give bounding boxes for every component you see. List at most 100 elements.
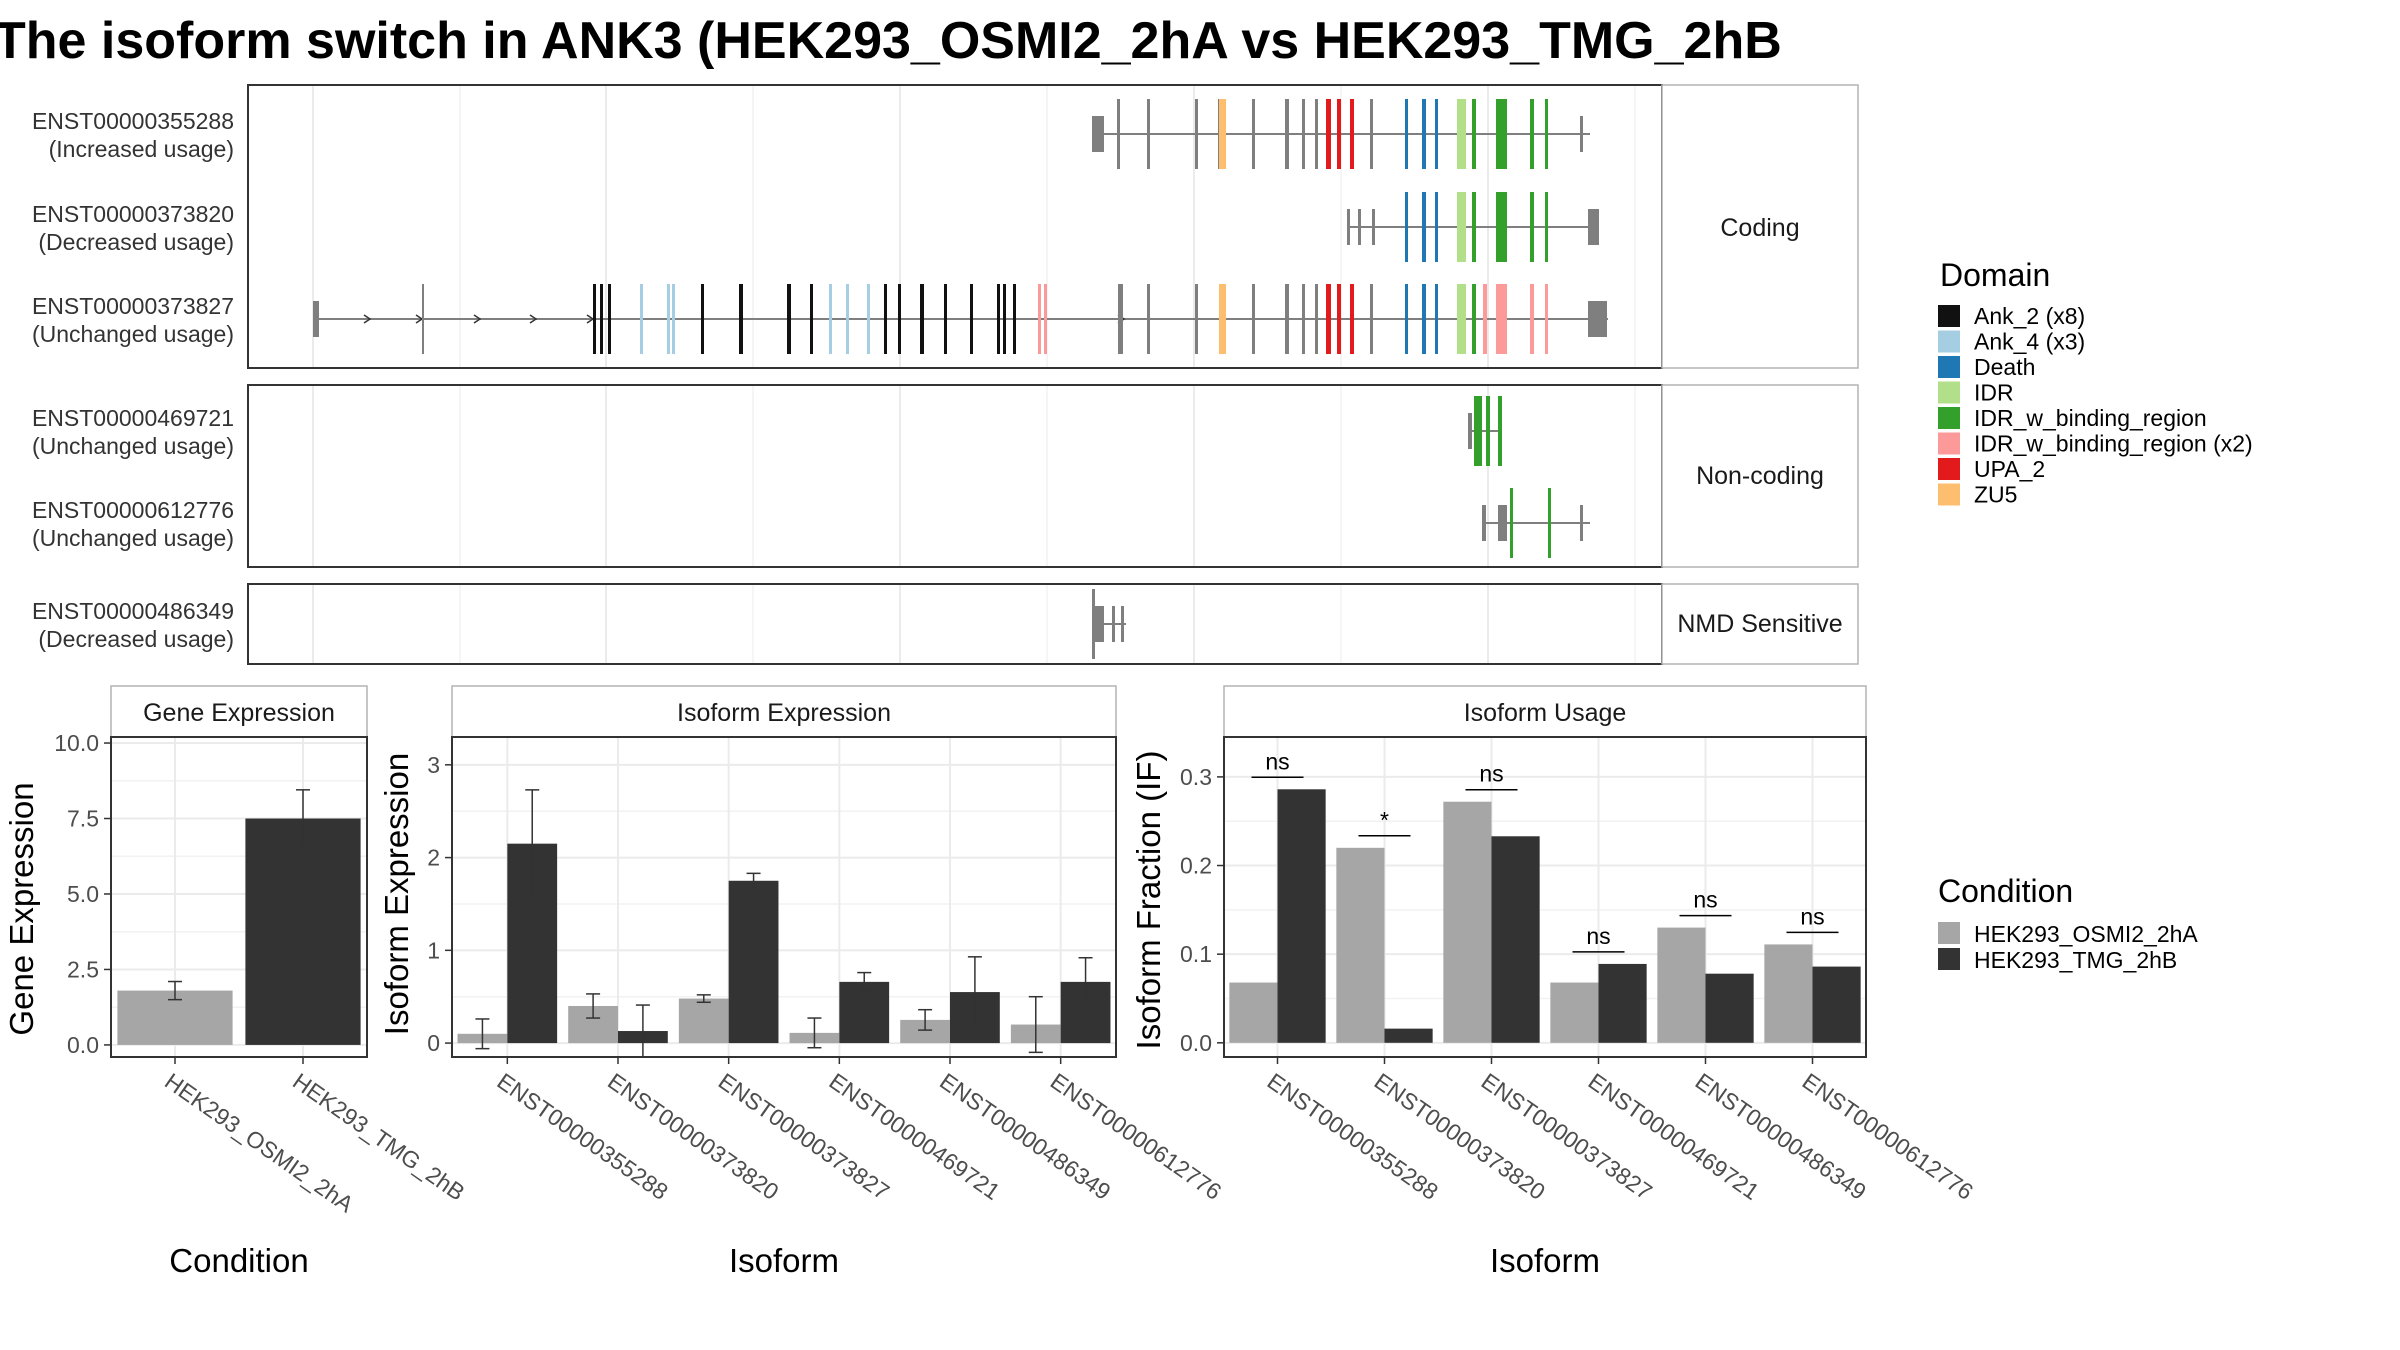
exon <box>787 284 791 354</box>
exon <box>1195 284 1198 354</box>
exon <box>1092 589 1095 659</box>
exon <box>1147 99 1150 169</box>
exon <box>1038 284 1041 354</box>
y-tick-label: 0.1 <box>1180 941 1212 967</box>
coding-strip <box>1661 84 1859 369</box>
y-tick-label: 7.5 <box>67 806 99 832</box>
bar <box>1229 982 1278 1043</box>
y-tick-label: 5.0 <box>67 881 99 907</box>
exon <box>1472 284 1476 354</box>
y-tick-label: 3 <box>427 752 440 778</box>
bar <box>1598 963 1647 1043</box>
panel-border <box>451 736 1117 1058</box>
panel-border <box>1223 736 1867 1058</box>
exon <box>1112 606 1115 642</box>
exon <box>1468 413 1472 449</box>
exon <box>593 284 596 354</box>
exon <box>1044 284 1047 354</box>
exon <box>1326 99 1331 169</box>
exon <box>1118 284 1123 354</box>
exon <box>1435 192 1438 262</box>
strand-arrow <box>529 314 538 324</box>
x-tick-label: ENST00000486349 <box>1691 1068 1871 1205</box>
bar <box>1705 973 1754 1043</box>
domain-legend-label: Ank_2 (x8) <box>1974 303 2085 329</box>
exon <box>1302 99 1305 169</box>
exon <box>1482 505 1486 541</box>
exon <box>1422 284 1426 354</box>
exon <box>1498 396 1502 466</box>
exon <box>1372 209 1375 245</box>
bar <box>678 998 729 1044</box>
x-tick-label: ENST00000612776 <box>1798 1068 1978 1205</box>
exon <box>1457 284 1466 354</box>
transcript-id-label: ENST00000373827 <box>32 293 234 319</box>
condition-legend: Condition HEK293_OSMI2_2hA HEK293_TMG_2h… <box>1938 873 2198 973</box>
exon <box>898 284 901 354</box>
exon <box>1483 284 1487 354</box>
exon <box>1252 99 1255 169</box>
gene-expression-strip-label: Gene Expression <box>143 699 335 727</box>
exon <box>846 284 849 354</box>
exon <box>1350 284 1354 354</box>
exon <box>313 301 319 337</box>
exon <box>739 284 743 354</box>
domain-legend-label: IDR <box>1974 380 2014 406</box>
significance-label: ns <box>1479 761 1503 787</box>
noncoding-panel <box>247 384 1663 568</box>
exon <box>1405 284 1408 354</box>
domain-legend-swatch <box>1938 381 1960 404</box>
exon <box>1117 99 1120 169</box>
x-tick-label: ENST00000469721 <box>1584 1068 1764 1205</box>
y-tick-label: 0.0 <box>67 1032 99 1058</box>
exon <box>1302 284 1305 354</box>
gene-expression-x-title: Condition <box>169 1242 308 1279</box>
exon <box>1094 606 1104 642</box>
transcript-structure-panels: Coding Non-coding NMD Sensitive ENST0000… <box>32 84 1859 665</box>
bar <box>1336 847 1385 1043</box>
exon <box>1013 284 1016 354</box>
exon <box>1422 192 1426 262</box>
exon <box>1315 99 1318 169</box>
strand-arrow <box>473 314 482 324</box>
exon <box>1486 396 1490 466</box>
exon <box>1545 99 1548 169</box>
domain-legend-swatch <box>1938 407 1960 429</box>
bar <box>839 981 890 1044</box>
exon <box>672 284 675 354</box>
figure-title: The isoform switch in ANK3 (HEK293_OSMI2… <box>0 12 1782 70</box>
domain-legend: Domain Ank_2 (x8)Ank_4 (x3)DeathIDRIDR_w… <box>1938 257 2253 508</box>
exon <box>829 284 832 354</box>
exon <box>1457 192 1466 262</box>
domain-legend-label: Ank_4 (x3) <box>1974 329 2085 355</box>
domain-legend-label: IDR_w_binding_region <box>1974 405 2207 431</box>
bar <box>1491 836 1540 1043</box>
exon <box>1580 116 1583 152</box>
exon <box>920 284 924 354</box>
exon <box>1337 284 1341 354</box>
exon <box>1422 99 1426 169</box>
isoform-usage-plot: 0.0 0.1 0.2 0.3 ns ENST00000355288 * ENST000003… <box>1180 736 1978 1205</box>
domain-legend-swatch <box>1938 483 1960 506</box>
y-tick-label: 10.0 <box>54 730 99 756</box>
isoform-expression-y-title: Isoform Expression <box>378 753 415 1035</box>
y-tick-label: 2 <box>427 845 440 871</box>
domain-legend-swatch <box>1938 458 1960 480</box>
exon <box>608 284 611 354</box>
exon <box>1496 284 1507 354</box>
exon <box>1370 284 1373 354</box>
exon <box>1580 505 1583 541</box>
exon <box>1121 606 1124 642</box>
bar <box>1443 801 1492 1043</box>
exon <box>1350 99 1354 169</box>
exon <box>1530 192 1534 262</box>
exon <box>1219 99 1226 169</box>
domain-legend-swatch <box>1938 330 1960 353</box>
isoform-usage-strip <box>1223 685 1867 738</box>
isoform-usage-strip-label: Isoform Usage <box>1464 699 1627 727</box>
exon <box>1347 209 1350 245</box>
exon <box>1003 284 1006 354</box>
transcript-usage-label: (Unchanged usage) <box>32 525 234 551</box>
exon <box>1472 192 1476 262</box>
